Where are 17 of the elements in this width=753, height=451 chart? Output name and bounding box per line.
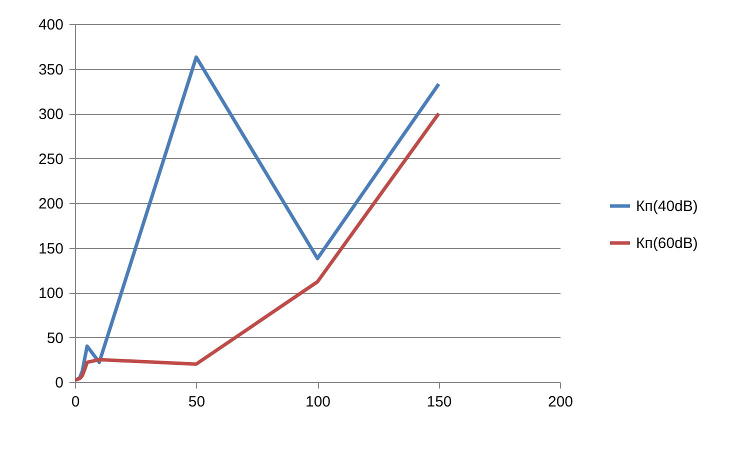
y-tick-label: 50 bbox=[46, 330, 64, 347]
x-tick-label: 50 bbox=[188, 394, 206, 410]
y-tick-label: 100 bbox=[38, 285, 64, 302]
x-tick-label: 200 bbox=[548, 394, 574, 410]
x-tick-label: 100 bbox=[305, 394, 331, 410]
y-tick-label: 200 bbox=[38, 196, 64, 212]
x-tick-label: 150 bbox=[426, 394, 452, 410]
x-tick-label: 0 bbox=[71, 394, 80, 410]
y-tick-label: 0 bbox=[55, 374, 64, 392]
y-tick-label: 250 bbox=[38, 150, 64, 168]
legend-label: Кп(40dB) bbox=[636, 198, 698, 215]
y-tick-label: 150 bbox=[38, 240, 64, 258]
legend-label: Кп(60dB) bbox=[636, 235, 698, 252]
line-series bbox=[75, 112, 440, 382]
y-tick-label: 300 bbox=[38, 106, 64, 123]
y-tick-label: 400 bbox=[38, 16, 64, 34]
y-tick-label: 350 bbox=[38, 61, 64, 78]
